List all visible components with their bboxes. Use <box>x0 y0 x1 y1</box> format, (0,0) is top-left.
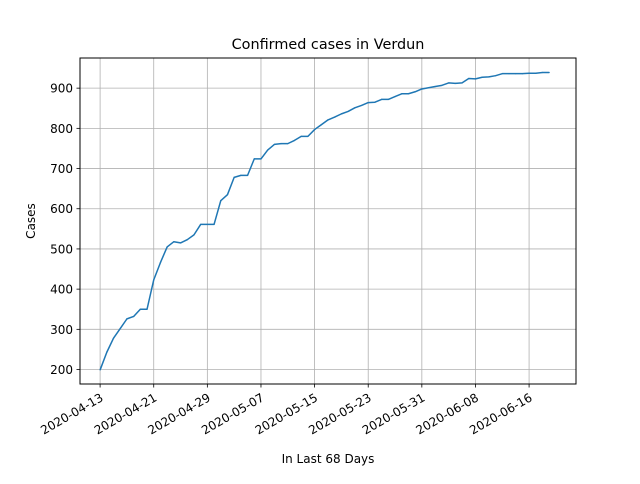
data-point <box>374 101 376 103</box>
data-point <box>307 135 309 137</box>
data-point <box>340 113 343 115</box>
data-point <box>193 234 195 236</box>
data-point <box>300 135 302 137</box>
data-point <box>166 246 168 248</box>
data-point <box>494 75 497 77</box>
plot-frame <box>79 57 577 385</box>
data-point <box>347 110 349 113</box>
data-point <box>535 72 537 74</box>
data-point <box>461 82 463 84</box>
data-point <box>206 223 208 226</box>
data-point <box>153 279 155 281</box>
data-point <box>260 158 262 160</box>
data-point <box>468 77 470 80</box>
data-point <box>454 82 456 84</box>
data-point <box>354 107 356 109</box>
data-point <box>179 242 182 244</box>
data-point <box>360 104 363 107</box>
data-point <box>548 71 550 74</box>
data-point <box>200 223 202 226</box>
y-tick-label: 500 <box>50 242 73 256</box>
data-point <box>253 158 255 160</box>
data-point <box>334 116 336 118</box>
data-point <box>434 85 436 88</box>
data-point <box>233 176 235 178</box>
y-tick-label: 700 <box>50 162 73 176</box>
y-tick-label: 900 <box>50 82 73 96</box>
data-point <box>226 194 229 196</box>
y-tick-label: 200 <box>50 363 73 377</box>
chart-title: Confirmed cases in Verdun <box>232 37 425 53</box>
data-point <box>313 128 316 131</box>
data-point <box>106 351 108 353</box>
data-point <box>119 327 121 330</box>
y-tick-label: 800 <box>50 122 73 136</box>
data-point <box>273 143 275 146</box>
data-point <box>186 239 188 241</box>
data-point <box>146 308 148 310</box>
series-line <box>99 71 550 371</box>
y-axis: 200 300 400 500 600 700 800 900 <box>50 82 80 377</box>
data-point <box>501 73 503 75</box>
data-point <box>246 174 249 176</box>
x-axis-label: In Last 68 Days <box>282 452 375 466</box>
data-point <box>441 84 443 86</box>
data-point <box>421 88 423 90</box>
data-point <box>280 143 282 145</box>
data-point <box>381 98 383 100</box>
data-point <box>159 262 162 264</box>
y-tick-label: 600 <box>50 202 73 216</box>
data-point <box>387 98 389 100</box>
data-point <box>320 124 322 126</box>
data-point <box>327 119 329 121</box>
data-point <box>99 369 101 371</box>
data-point <box>394 95 396 98</box>
data-point <box>133 315 135 318</box>
data-point <box>367 102 369 104</box>
data-point <box>474 78 477 80</box>
grid <box>80 58 576 384</box>
data-point <box>287 143 289 145</box>
data-point <box>173 241 175 243</box>
y-tick-label: 400 <box>50 283 73 297</box>
data-point <box>528 72 530 74</box>
series-layer <box>99 71 550 371</box>
data-point <box>139 308 141 310</box>
data-point <box>267 149 269 151</box>
y-axis-label: Cases <box>24 203 38 239</box>
data-point <box>481 76 483 78</box>
data-point <box>407 93 410 95</box>
data-point <box>414 91 416 93</box>
data-point <box>488 76 490 78</box>
data-point <box>240 174 242 176</box>
data-point <box>521 73 523 75</box>
data-point <box>508 73 510 75</box>
data-point <box>220 200 222 202</box>
data-point <box>293 139 296 141</box>
x-axis: 2020-04-132020-04-212020-04-292020-05-07… <box>38 384 535 437</box>
data-point <box>401 93 403 95</box>
y-tick-label: 300 <box>50 323 73 337</box>
data-point <box>126 318 128 320</box>
data-point <box>541 71 544 74</box>
data-point <box>448 82 450 84</box>
data-point <box>427 87 430 89</box>
data-point <box>515 73 517 75</box>
data-point <box>112 337 115 339</box>
data-point <box>213 223 215 226</box>
